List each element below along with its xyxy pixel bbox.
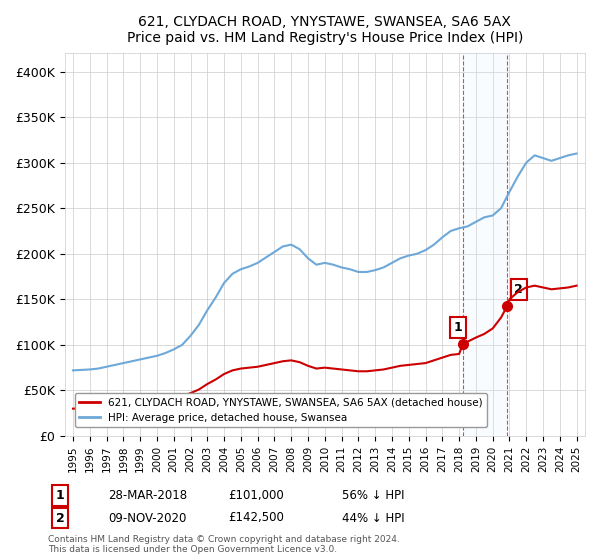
Text: 2: 2 <box>56 511 64 525</box>
Bar <box>463 53 507 436</box>
Text: 09-NOV-2020: 09-NOV-2020 <box>108 511 187 525</box>
Text: £101,000: £101,000 <box>228 489 284 502</box>
Text: Contains HM Land Registry data © Crown copyright and database right 2024.
This d: Contains HM Land Registry data © Crown c… <box>48 535 400 554</box>
Text: 2: 2 <box>514 283 523 296</box>
Text: 44% ↓ HPI: 44% ↓ HPI <box>342 511 404 525</box>
Text: £142,500: £142,500 <box>228 511 284 525</box>
Text: 1: 1 <box>56 489 64 502</box>
Text: 28-MAR-2018: 28-MAR-2018 <box>108 489 187 502</box>
Text: 1: 1 <box>454 321 462 334</box>
Title: 621, CLYDACH ROAD, YNYSTAWE, SWANSEA, SA6 5AX
Price paid vs. HM Land Registry's : 621, CLYDACH ROAD, YNYSTAWE, SWANSEA, SA… <box>127 15 523 45</box>
Text: 56% ↓ HPI: 56% ↓ HPI <box>342 489 404 502</box>
Legend: 621, CLYDACH ROAD, YNYSTAWE, SWANSEA, SA6 5AX (detached house), HPI: Average pri: 621, CLYDACH ROAD, YNYSTAWE, SWANSEA, SA… <box>75 394 487 427</box>
